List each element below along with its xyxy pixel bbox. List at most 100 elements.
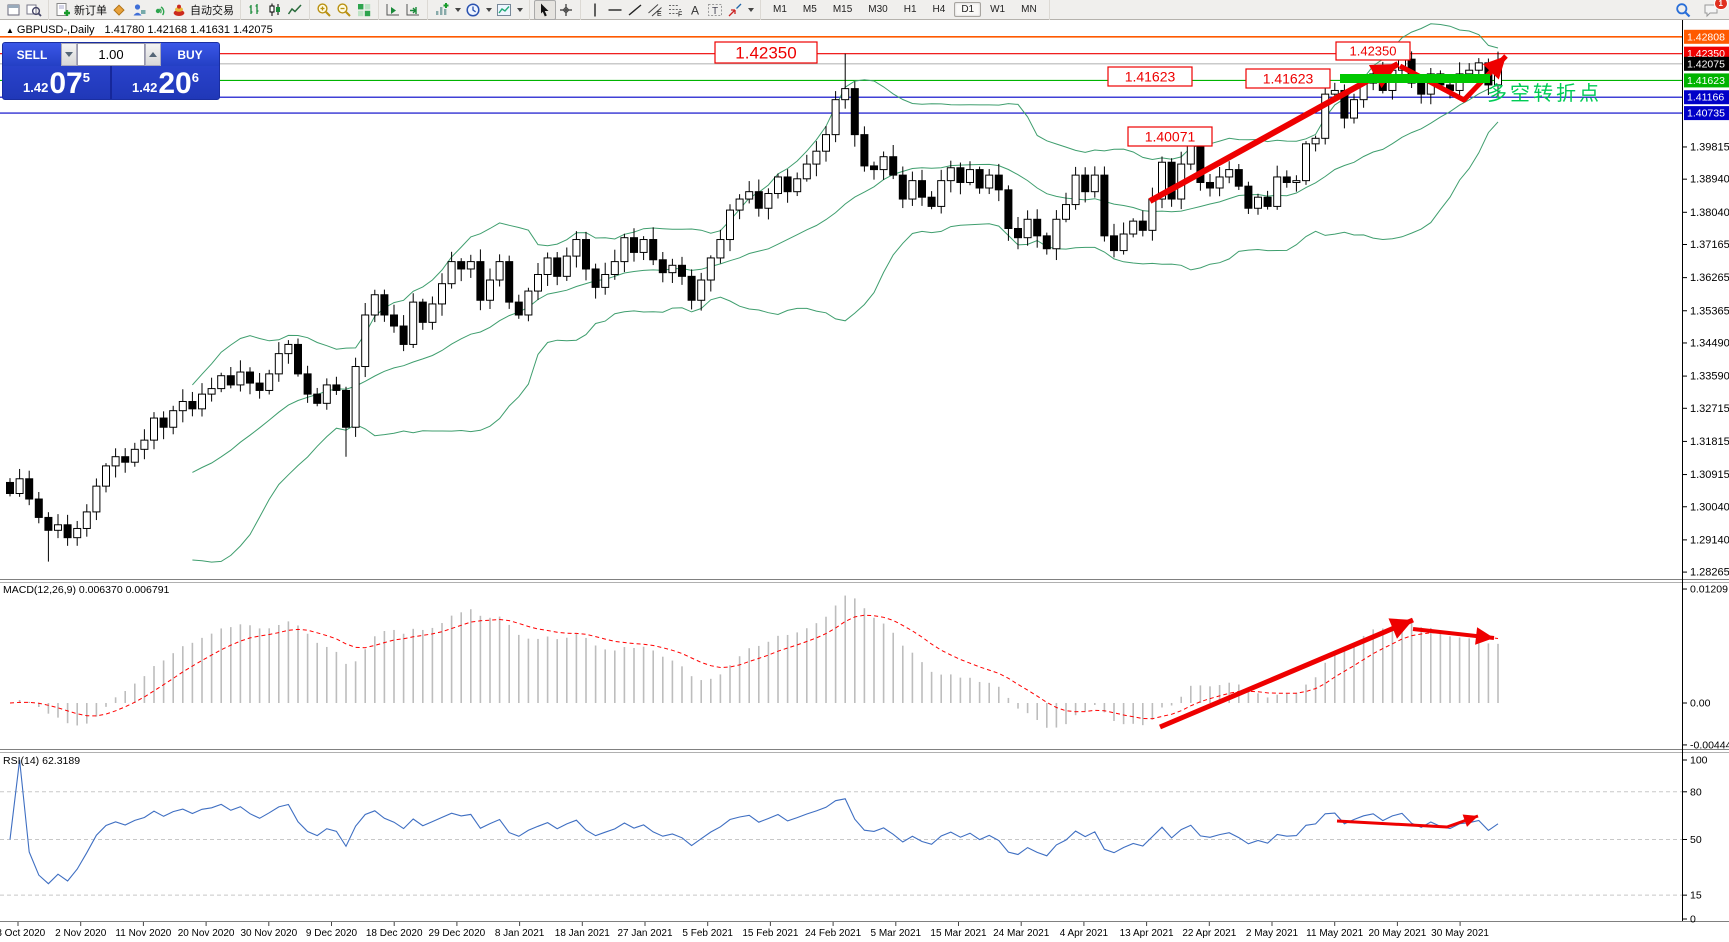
timeframe-button-M15[interactable]: M15 (832, 4, 853, 15)
candle (1292, 180, 1301, 183)
candle (946, 167, 955, 182)
one-click-trading-panel: SELL 1.00 BUY 1.42 07 5 1.42 20 6 (2, 42, 220, 100)
candle (82, 511, 91, 529)
buy-price[interactable]: 1.42 20 6 (132, 67, 199, 100)
candle (1225, 169, 1234, 178)
candle (476, 261, 485, 301)
zoom-in-button[interactable] (314, 1, 334, 19)
rsi-tick: 50 (1690, 834, 1702, 846)
price-tick: 1.30915 (1690, 469, 1729, 481)
timeframe-button-M1[interactable]: M1 (773, 4, 787, 15)
timeframe-button-D1[interactable]: D1 (954, 2, 982, 17)
signals-button[interactable] (149, 1, 169, 19)
candle (6, 481, 14, 495)
date-tick: 15 Feb 2021 (742, 928, 799, 939)
candle (524, 290, 533, 316)
candle (418, 301, 427, 323)
candle (764, 193, 773, 209)
candle (1302, 143, 1310, 182)
text-label-button[interactable]: T (705, 1, 725, 19)
price-divider (110, 66, 112, 99)
pivot-zone-bar[interactable] (1340, 74, 1490, 83)
buy-button[interactable]: BUY (161, 43, 219, 66)
horizontal-line-button[interactable] (605, 1, 625, 19)
date-tick: 2 May 2021 (1246, 928, 1299, 939)
fibonacci-button[interactable]: F (665, 1, 685, 19)
candle (1465, 69, 1474, 75)
volume-increase-button[interactable] (145, 43, 161, 66)
vertical-line-button[interactable] (585, 1, 605, 19)
candlestick-chart-button[interactable] (265, 1, 285, 19)
date-tick: 30 Nov 2020 (240, 928, 297, 939)
bar-chart-button[interactable] (245, 1, 265, 19)
timeframe-button-H4[interactable]: H4 (932, 4, 946, 15)
auto-scroll-button[interactable] (383, 1, 403, 19)
equidistant-channel-button[interactable]: E (645, 1, 665, 19)
toolbar-group-trade: 新订单 自动交易 (49, 0, 241, 20)
trend-arrow[interactable] (1159, 617, 1414, 730)
templates-dropdown[interactable] (494, 1, 525, 19)
candle (908, 180, 917, 200)
tile-windows-button[interactable] (354, 1, 374, 19)
trend-arrow[interactable] (1148, 61, 1400, 204)
cursor-button[interactable] (534, 0, 556, 20)
new-order-button[interactable]: 新订单 (53, 1, 109, 19)
price-annotation-box[interactable] (1127, 126, 1213, 147)
equidistant-channel-icon: E (648, 3, 662, 18)
new-chart-window-button[interactable] (4, 1, 24, 19)
crosshair-button[interactable] (556, 1, 576, 19)
price-annotation-box[interactable] (1335, 41, 1411, 61)
svg-text:T: T (712, 6, 718, 17)
candle (870, 165, 878, 171)
search-button[interactable] (1673, 1, 1693, 19)
timeframe-button-MN[interactable]: MN (1021, 4, 1037, 15)
pivot-note-text[interactable]: 多空转折点 (1487, 82, 1602, 105)
chart-symbol-period: GBPUSD-,Daily (16, 24, 95, 36)
chart-shift-button[interactable] (403, 1, 423, 19)
sell-price[interactable]: 1.42 07 5 (23, 67, 90, 100)
price-annotation-box[interactable] (1107, 66, 1193, 87)
indicators-dropdown[interactable] (432, 1, 463, 19)
volume-decrease-button[interactable] (61, 43, 77, 66)
volume-input[interactable]: 1.00 (77, 43, 145, 66)
text-button[interactable]: A (685, 1, 705, 19)
macd-tick: 0.01209 (1690, 584, 1728, 596)
timeframe-button-W1[interactable]: W1 (990, 4, 1006, 15)
price-annotation-box[interactable] (714, 41, 818, 64)
candle (620, 237, 629, 263)
profiles-button[interactable] (24, 1, 44, 19)
date-tick: 4 Apr 2021 (1060, 928, 1109, 939)
autotrading-label: 自动交易 (190, 4, 234, 17)
candle (1350, 99, 1358, 119)
arrows-dropdown[interactable] (725, 1, 756, 19)
svg-text:1.40735: 1.40735 (1687, 108, 1725, 120)
candle (879, 156, 888, 171)
line-chart-button[interactable] (285, 1, 305, 19)
candle (716, 239, 725, 259)
candle (73, 527, 82, 539)
terminal-button[interactable] (129, 1, 149, 19)
timeframe-button-M30[interactable]: M30 (868, 4, 888, 15)
candle (687, 275, 696, 301)
candle (265, 373, 274, 391)
notifications-button[interactable]: 1 (1701, 0, 1728, 19)
price-tick: 1.34490 (1690, 337, 1729, 349)
price-tick: 1.32715 (1690, 403, 1729, 415)
candle (562, 255, 571, 277)
timeframe-button-H1[interactable]: H1 (903, 4, 917, 15)
price-annotation-box[interactable] (1245, 68, 1331, 89)
chevron-down-icon (748, 7, 754, 12)
candle (783, 176, 792, 193)
candle (486, 279, 494, 301)
rsi-tick: 0 (1690, 913, 1696, 925)
trendline-button[interactable] (625, 1, 645, 19)
candle (159, 417, 168, 428)
sell-button[interactable]: SELL (3, 43, 61, 66)
periods-dropdown[interactable] (463, 1, 494, 19)
zoom-out-button[interactable] (334, 1, 354, 19)
autotrading-button[interactable]: 自动交易 (169, 1, 236, 19)
metaeditor-button[interactable] (109, 1, 129, 19)
timeframe-button-M5[interactable]: M5 (802, 4, 817, 15)
tile-windows-icon (358, 3, 371, 16)
